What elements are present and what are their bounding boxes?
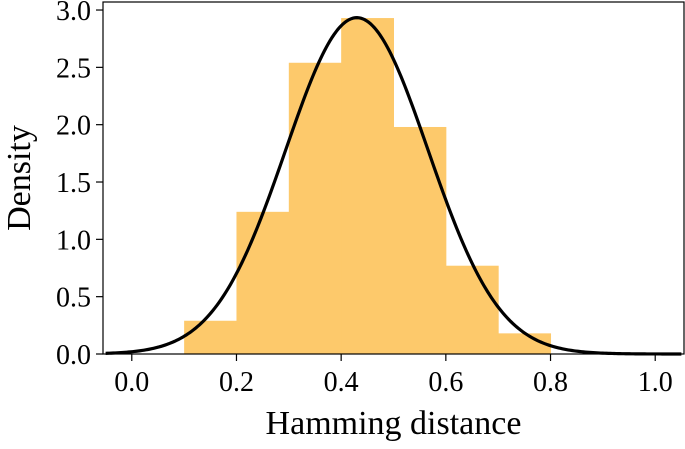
y-tick-label: 0.0 [56, 340, 91, 371]
histogram-bar-5 [445, 265, 499, 354]
normal-fit-curve [105, 16, 682, 356]
plot-frame [102, 1, 685, 355]
histogram-bar-6 [498, 333, 552, 354]
y-tick-label: 3.0 [56, 0, 91, 27]
y-tick-label: 2.0 [56, 111, 91, 142]
y-axis-label: Density [1, 125, 38, 231]
histogram-bar-1 [236, 211, 290, 354]
y-tick-label: 2.5 [56, 53, 91, 84]
x-axis-ticks: 0.0 0.2 0.4 0.6 0.8 1.0 [114, 354, 673, 398]
y-tick-label: 1.5 [56, 168, 91, 199]
curve-layer [105, 16, 682, 356]
x-tick-label: 1.0 [638, 367, 673, 398]
x-tick-label: 0.0 [114, 367, 149, 398]
y-tick-label: 1.0 [56, 225, 91, 256]
histogram-bar-3 [341, 18, 394, 354]
x-tick-label: 0.8 [533, 367, 568, 398]
y-tick-label: 0.5 [56, 283, 91, 314]
histogram-bar-4 [393, 126, 447, 354]
bars-layer [184, 18, 552, 354]
x-axis-label: Hamming distance [266, 405, 522, 442]
histogram-bar-0 [184, 320, 237, 354]
y-axis-ticks: 0.0 0.5 1.0 1.5 2.0 2.5 3.0 [56, 0, 103, 371]
x-tick-label: 0.2 [219, 367, 254, 398]
x-tick-label: 0.6 [428, 367, 463, 398]
x-tick-label: 0.4 [324, 367, 359, 398]
histogram-bar-2 [288, 62, 342, 354]
